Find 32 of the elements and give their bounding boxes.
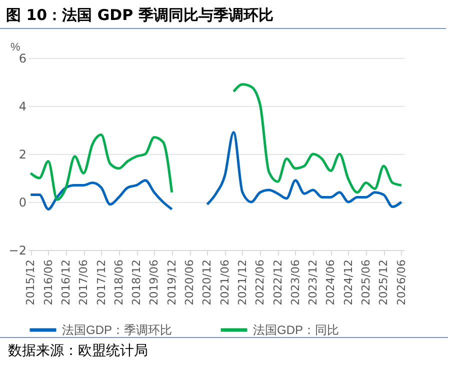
x-tick-label: 2021/06 [218,260,232,306]
x-tick-label: 2019/06 [148,260,161,306]
x-tick-label: 2016/06 [42,260,55,306]
x-tick-label: 2025/06 [360,260,373,306]
x-tick-label: 2026/06 [394,260,408,306]
x-tick-label: 2020/06 [183,260,196,306]
x-tick-label: 2020/12 [200,260,214,306]
y-axis-title: % [10,42,20,54]
x-tick-label: 2017/12 [94,260,108,306]
legend-label: 法国GDP：同比 [253,323,340,337]
y-tick-label: 6 [18,52,26,66]
x-tick-label: 2023/06 [288,260,302,306]
legend-label: 法国GDP：季调环比 [62,323,172,337]
source-note: 数据来源：欧盟统计局 [0,337,448,360]
x-tick-label: 2022/12 [271,260,284,306]
x-tick-label: 2023/12 [306,260,320,306]
y-tick-label: −2 [8,244,26,258]
x-tick-label: 2018/12 [130,260,144,306]
x-tick-label: 2019/12 [165,260,178,306]
y-tick-label: 2 [18,148,26,162]
x-tick-label: 2021/12 [236,260,249,306]
x-tick-label: 2015/12 [24,260,38,306]
x-tick-label: 2017/06 [77,260,90,306]
x-tick-label: 2024/12 [342,260,355,306]
x-tick-label: 2022/06 [254,260,267,306]
y-tick-label: 4 [18,100,26,114]
chart-title: 图 10：法国 GDP 季调同比与季调环比 [0,0,446,29]
x-tick-label: 2024/06 [324,260,338,306]
x-tick-label: 2018/06 [112,260,126,306]
x-tick-label: 2016/12 [59,260,72,306]
y-tick-label: 0 [18,196,26,210]
x-tick-label: 2025/12 [377,260,390,306]
